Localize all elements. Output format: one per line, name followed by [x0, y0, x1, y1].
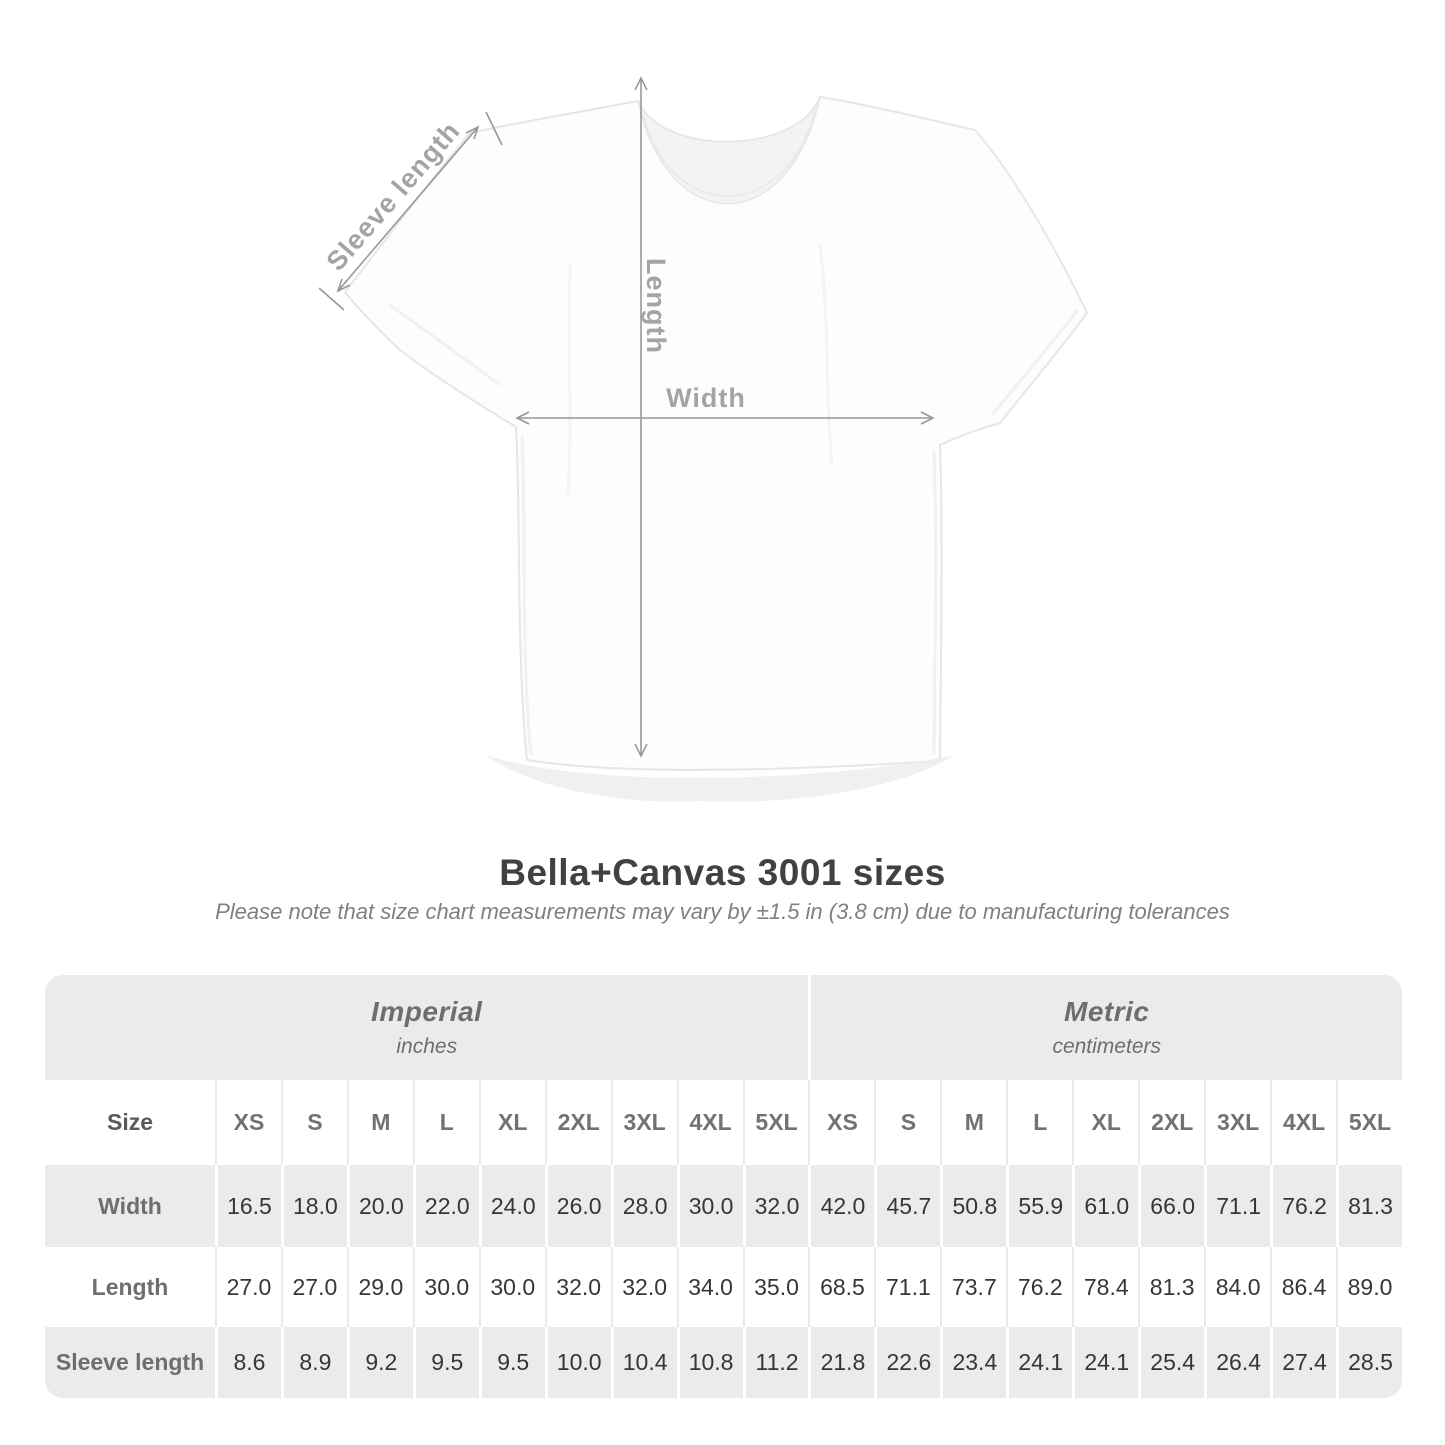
value-cell: 9.2 — [346, 1327, 413, 1398]
size-header-cell: XS — [215, 1080, 281, 1165]
value-cell: 30.0 — [478, 1247, 545, 1327]
row-label: Length — [91, 1273, 169, 1300]
value-cell: 61.0 — [1072, 1165, 1139, 1247]
imperial-section-label: Imperial — [371, 996, 483, 1027]
size-header-cell: 4XL — [1270, 1080, 1336, 1165]
value-cell: 86.4 — [1270, 1247, 1336, 1327]
value-cell: 76.2 — [1006, 1247, 1072, 1327]
metric-section-sublabel: centimeters — [1052, 1035, 1161, 1058]
value-cell: 10.0 — [544, 1327, 611, 1398]
size-corner-label: Size — [106, 1109, 154, 1135]
size-header-cell: 4XL — [676, 1080, 743, 1165]
value-cell: 10.8 — [676, 1327, 743, 1398]
tolerance-note: Please note that size chart measurements… — [215, 899, 1230, 924]
row-label: Width — [45, 1165, 215, 1247]
value-cell: 28.5 — [1336, 1327, 1402, 1398]
value-cell: 27.4 — [1270, 1327, 1337, 1398]
value-cell: 23.4 — [940, 1327, 1007, 1398]
value-cell: 24.1 — [1072, 1327, 1139, 1398]
sleeve-length-arrow — [318, 111, 503, 311]
value-cell: 84.0 — [1204, 1247, 1270, 1327]
value-cell: 30.0 — [676, 1165, 743, 1247]
value-cell: 8.9 — [280, 1327, 347, 1398]
size-header-cell: XS — [808, 1080, 874, 1165]
value-cell: 81.3 — [1336, 1165, 1402, 1247]
value-cell: 55.9 — [1006, 1165, 1073, 1247]
value-cell: 25.4 — [1138, 1327, 1205, 1398]
metric-section-label: Metric — [1064, 996, 1150, 1027]
value-cell: 26.4 — [1204, 1327, 1271, 1398]
value-cell: 30.0 — [412, 1247, 479, 1327]
value-cell: 71.1 — [1204, 1165, 1271, 1247]
value-cell: 29.0 — [346, 1247, 413, 1327]
value-cell: 24.0 — [478, 1165, 545, 1247]
tshirt-illustration — [344, 96, 1088, 802]
value-cell: 22.6 — [874, 1327, 941, 1398]
value-cell: 35.0 — [742, 1247, 809, 1327]
size-header-cell: S — [280, 1080, 347, 1165]
value-cell: 27.0 — [280, 1247, 347, 1327]
value-cell: 9.5 — [412, 1327, 479, 1398]
value-cell: 16.5 — [215, 1165, 281, 1247]
size-header-cell: M — [346, 1080, 413, 1165]
size-header-cell: M — [940, 1080, 1006, 1165]
value-cell: 28.0 — [610, 1165, 677, 1247]
value-cell: 8.6 — [215, 1327, 281, 1398]
value-cell: 81.3 — [1138, 1247, 1204, 1327]
value-cell: 26.0 — [544, 1165, 611, 1247]
hem-shadow — [485, 755, 955, 802]
value-cell: 11.2 — [742, 1327, 809, 1398]
size-header-cell: XL — [1072, 1080, 1138, 1165]
length-label: Length — [641, 258, 671, 354]
value-cell: 27.0 — [215, 1247, 281, 1327]
size-header-cell: S — [874, 1080, 940, 1165]
value-cell: 32.0 — [544, 1247, 611, 1327]
width-arrow — [515, 411, 935, 425]
value-cell: 42.0 — [808, 1165, 875, 1247]
size-table: Imperial inches Metric centimeters Size X… — [45, 975, 1402, 1398]
size-header-cell: 3XL — [1204, 1080, 1270, 1165]
value-cell: 18.0 — [280, 1165, 347, 1247]
width-label: Width — [666, 383, 746, 413]
size-header-cell: 2XL — [1138, 1080, 1204, 1165]
value-cell: 9.5 — [478, 1327, 545, 1398]
value-cell: 66.0 — [1138, 1165, 1205, 1247]
value-cell: 21.8 — [808, 1327, 875, 1398]
value-cell: 34.0 — [676, 1247, 743, 1327]
value-cell: 10.4 — [610, 1327, 677, 1398]
value-cell: 24.1 — [1006, 1327, 1073, 1398]
collar — [637, 96, 821, 205]
value-cell: 32.0 — [610, 1247, 677, 1327]
value-cell: 22.0 — [412, 1165, 479, 1247]
value-cell: 20.0 — [346, 1165, 413, 1247]
size-header-cell: 5XL — [1336, 1080, 1402, 1165]
value-cell: 71.1 — [874, 1247, 940, 1327]
size-header-cell: 3XL — [610, 1080, 677, 1165]
value-cell: 50.8 — [940, 1165, 1007, 1247]
imperial-section-header: Imperial inches — [45, 975, 809, 1080]
value-cell: 78.4 — [1072, 1247, 1138, 1327]
value-cell: 76.2 — [1270, 1165, 1337, 1247]
value-cell: 68.5 — [808, 1247, 874, 1327]
tshirt-diagram: Sleeve length Length Width — [318, 76, 1088, 802]
length-arrow — [634, 76, 648, 758]
value-cell: 73.7 — [940, 1247, 1006, 1327]
row-label: Sleeve length — [45, 1327, 215, 1398]
page-title: Bella+Canvas 3001 sizes — [499, 852, 946, 893]
size-header-cell: L — [412, 1080, 479, 1165]
value-cell: 45.7 — [874, 1165, 941, 1247]
size-header-cell: 5XL — [742, 1080, 809, 1165]
size-header-cell: XL — [478, 1080, 545, 1165]
size-header-cell: 2XL — [544, 1080, 611, 1165]
value-cell: 89.0 — [1336, 1247, 1402, 1327]
imperial-section-sublabel: inches — [396, 1035, 458, 1058]
metric-section-header: Metric centimeters — [808, 975, 1402, 1080]
value-cell: 32.0 — [742, 1165, 809, 1247]
size-header-cell: L — [1006, 1080, 1072, 1165]
